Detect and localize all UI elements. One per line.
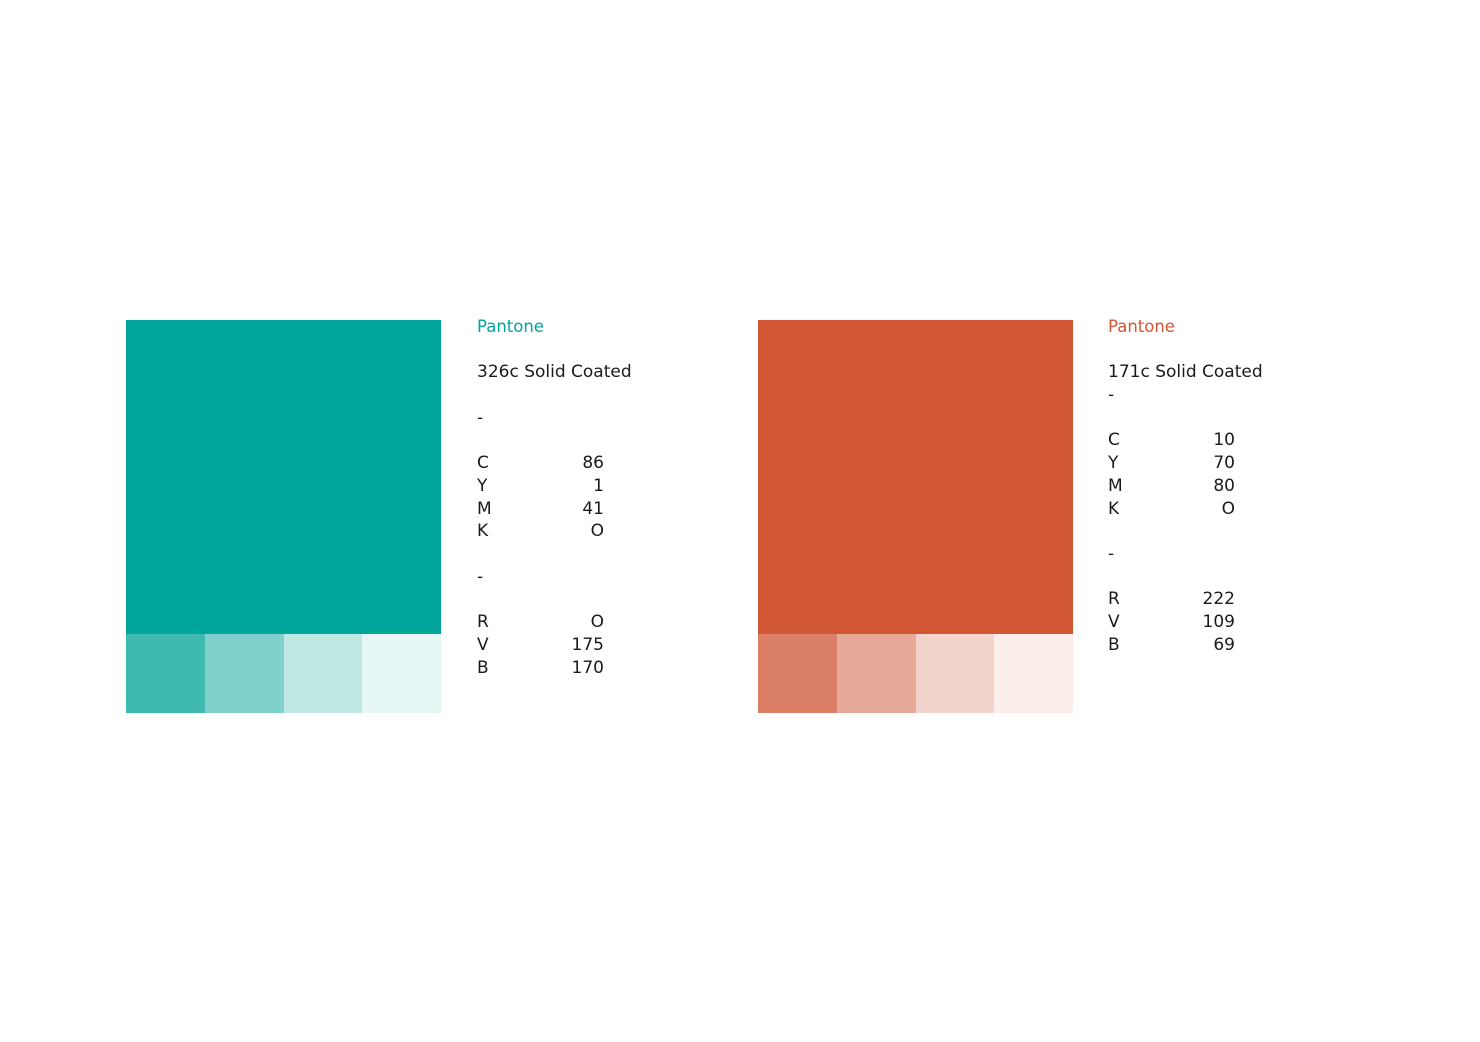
orange-tint-50 <box>836 634 916 713</box>
teal-main-swatch <box>126 320 441 635</box>
orange-tint-25 <box>915 634 995 713</box>
teal-pantone-name: 326c Solid Coated <box>477 362 632 382</box>
orange-separator-2: - <box>1108 544 1115 564</box>
teal-pantone-label: Pantone <box>477 317 544 336</box>
teal-tint-row <box>126 634 441 713</box>
teal-separator-1: - <box>477 408 484 428</box>
teal-separator-2: - <box>477 567 484 587</box>
orange-rvb-b-letter: B <box>1108 635 1120 655</box>
orange-cymk-k-value: O <box>1221 499 1235 519</box>
teal-tint-50 <box>204 634 284 713</box>
teal-tint-25 <box>283 634 363 713</box>
orange-main-swatch <box>758 320 1073 635</box>
teal-tint-75 <box>126 634 205 713</box>
teal-cymk-c-letter: C <box>477 453 489 473</box>
orange-rvb-v-value: 109 <box>1202 612 1235 632</box>
orange-tint-75 <box>758 634 837 713</box>
orange-rvb-r-value: 222 <box>1202 589 1235 609</box>
orange-tint-10 <box>994 634 1073 713</box>
teal-cymk-k-value: O <box>590 521 604 541</box>
orange-separator-1: - <box>1108 385 1115 405</box>
orange-cymk-c-letter: C <box>1108 430 1120 450</box>
orange-cymk-y-value: 70 <box>1213 453 1235 473</box>
orange-cymk-c-value: 10 <box>1213 430 1235 450</box>
orange-pantone-label: Pantone <box>1108 317 1175 336</box>
orange-cymk-m-value: 80 <box>1213 476 1235 496</box>
teal-rvb-r-value: O <box>590 612 604 632</box>
teal-rvb-v-value: 175 <box>571 635 604 655</box>
orange-cymk-k-letter: K <box>1108 499 1120 519</box>
teal-rvb-r-letter: R <box>477 612 489 632</box>
orange-pantone-name: 171c Solid Coated <box>1108 362 1263 382</box>
teal-cymk-m-letter: M <box>477 499 492 519</box>
teal-rvb-b-value: 170 <box>571 658 604 678</box>
teal-cymk-m-value: 41 <box>582 499 604 519</box>
orange-cymk-y-letter: Y <box>1108 453 1119 473</box>
orange-rvb-v-letter: V <box>1108 612 1120 632</box>
orange-rvb-r-letter: R <box>1108 589 1120 609</box>
orange-tint-row <box>758 634 1073 713</box>
teal-cymk-y-value: 1 <box>593 476 604 496</box>
teal-cymk-k-letter: K <box>477 521 489 541</box>
teal-cymk-c-value: 86 <box>582 453 604 473</box>
teal-rvb-v-letter: V <box>477 635 489 655</box>
teal-cymk-y-letter: Y <box>477 476 488 496</box>
teal-tint-10 <box>362 634 441 713</box>
teal-rvb-b-letter: B <box>477 658 489 678</box>
orange-cymk-m-letter: M <box>1108 476 1123 496</box>
orange-rvb-b-value: 69 <box>1213 635 1235 655</box>
